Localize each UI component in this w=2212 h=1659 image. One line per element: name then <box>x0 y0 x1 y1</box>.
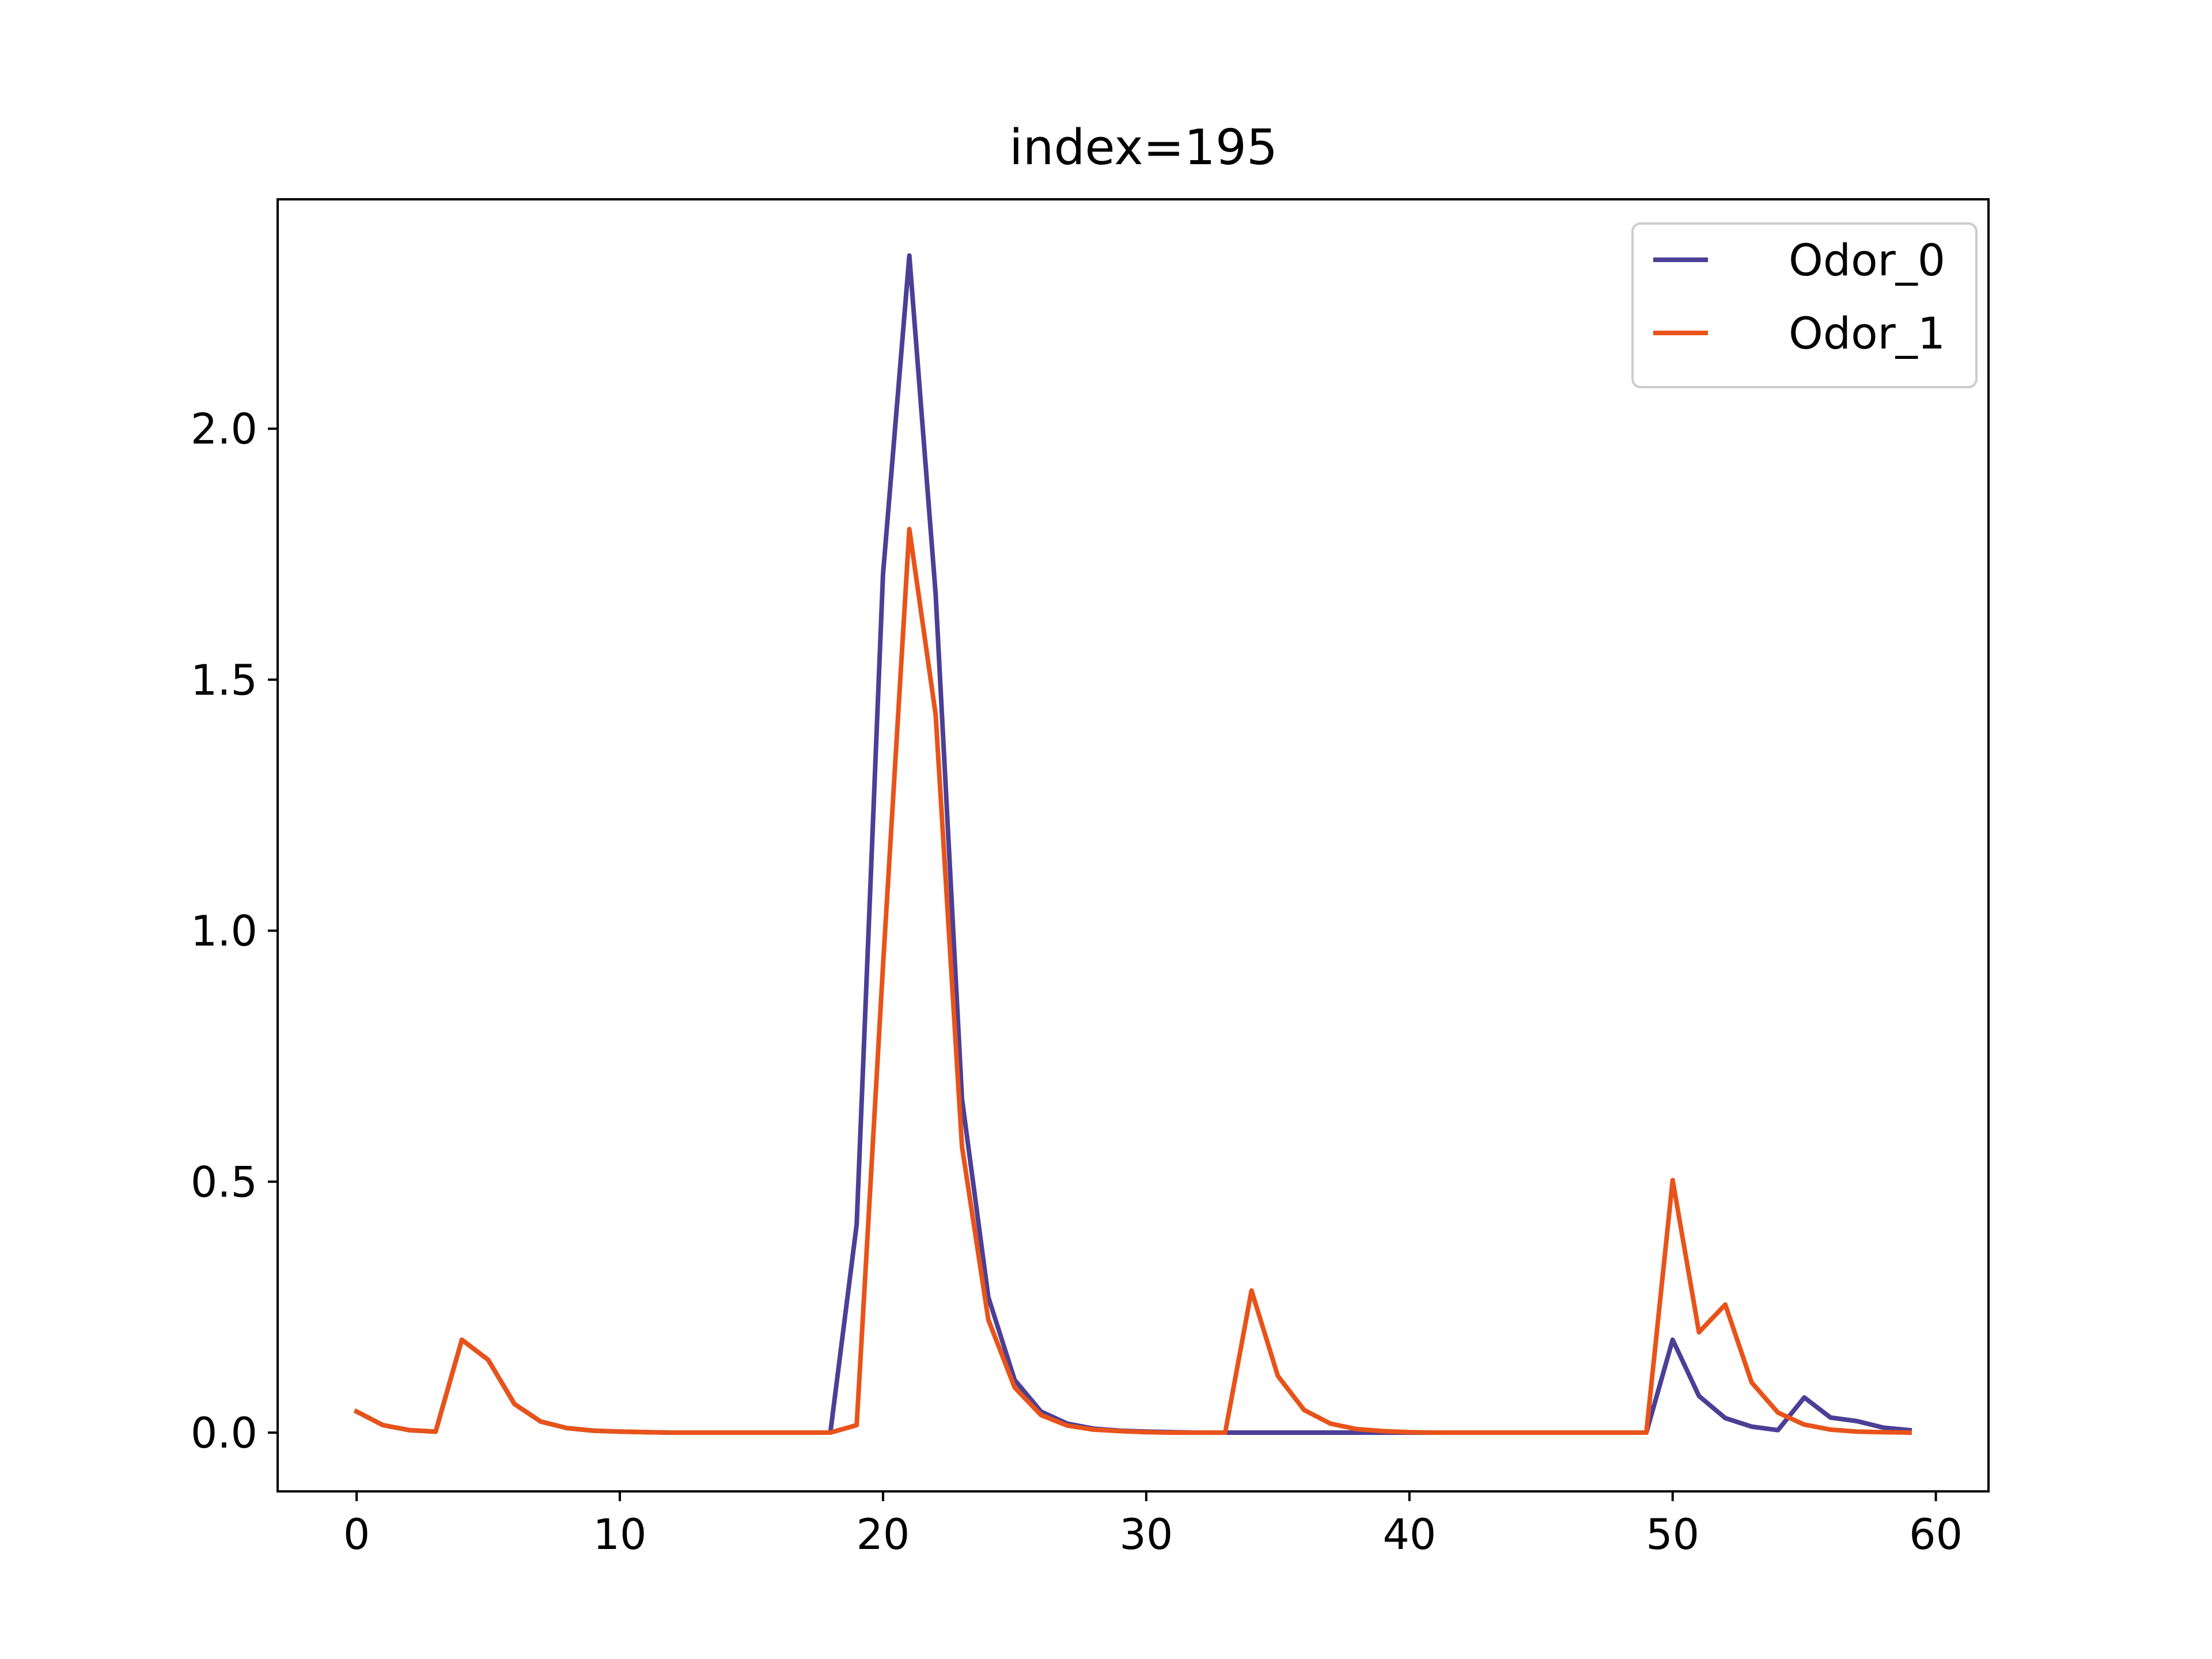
y-tick-label: 1.0 <box>191 907 257 956</box>
legend: Odor_0 Odor_1 <box>1631 222 1978 388</box>
y-tick-label: 0.0 <box>191 1409 257 1458</box>
x-tick-label: 20 <box>856 1510 910 1559</box>
legend-box <box>1631 222 1978 388</box>
series-layer <box>353 253 1912 1435</box>
x-tick-label: 50 <box>1646 1510 1699 1559</box>
chart-title: index=195 <box>1009 119 1278 176</box>
plot-frame <box>276 198 1990 1493</box>
legend-label-odor-0: Odor_0 <box>1789 234 1945 286</box>
x-tick-label: 10 <box>593 1510 647 1559</box>
y-tick-label: 1.5 <box>191 656 257 705</box>
series-line-odor-1 <box>353 527 1912 1435</box>
x-tick-label: 0 <box>343 1510 370 1559</box>
y-tick-label: 2.0 <box>191 405 257 454</box>
y-tick-label: 0.5 <box>191 1158 257 1207</box>
x-tick-label: 60 <box>1909 1510 1963 1559</box>
y-axis: 0.0 0.5 1.0 1.5 2.0 <box>191 405 278 1458</box>
x-tick-label: 30 <box>1119 1510 1173 1559</box>
legend-label-odor-1: Odor_1 <box>1789 308 1945 359</box>
x-axis: 0 10 20 30 40 50 60 <box>343 1491 1963 1559</box>
x-tick-label: 40 <box>1382 1510 1436 1559</box>
